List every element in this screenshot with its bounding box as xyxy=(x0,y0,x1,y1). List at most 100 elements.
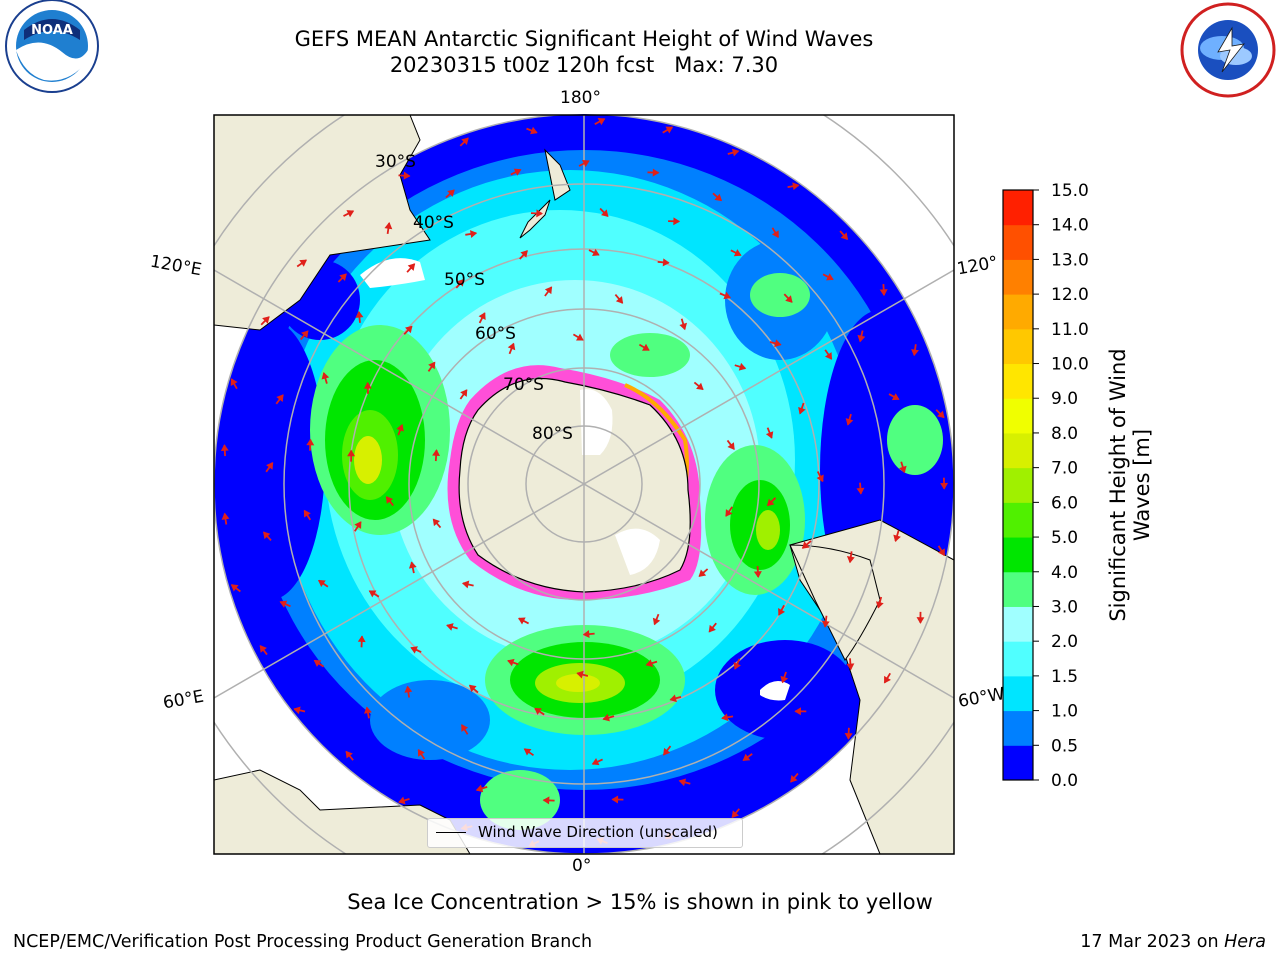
wave-arrow-head xyxy=(884,675,891,684)
wave-arrow-head xyxy=(733,662,741,670)
wave-arrow-head xyxy=(723,291,732,300)
wave-arrow-head xyxy=(824,352,833,360)
wave-arrow-head xyxy=(368,590,377,598)
wave-arrow-head xyxy=(306,438,315,446)
map-legend: Wind Wave Direction (unscaled) xyxy=(427,818,743,848)
colorbar-tick-label: 9.0 xyxy=(1051,389,1078,409)
wave-arrow-head xyxy=(731,810,739,818)
wave-arrow-head xyxy=(346,210,355,218)
wave-arrow-head xyxy=(279,600,288,608)
wave-arrow-head xyxy=(398,796,406,805)
lat-label-50s: 50°S xyxy=(444,270,485,290)
wave-arrow-head xyxy=(857,334,866,343)
wave-arrow-head xyxy=(536,209,543,218)
wave-arrow-head xyxy=(428,361,436,370)
wave-arrow-head xyxy=(478,312,486,320)
wave-arrow-head xyxy=(293,706,301,715)
wave-arrow-head xyxy=(816,474,824,483)
colorbar-tick-label: 15.0 xyxy=(1051,181,1089,201)
wave-arrow-head xyxy=(456,278,465,287)
colorbar-label: Significant Height of Wind Waves [m] xyxy=(1106,348,1154,622)
wave-arrow-head xyxy=(731,148,740,157)
wave-arrow-head xyxy=(733,249,742,257)
colorbar-segment xyxy=(1003,363,1033,399)
wave-arrow-head xyxy=(405,325,413,334)
wave-arrow-head xyxy=(317,579,326,588)
wave-arrow-head xyxy=(937,548,945,557)
wave-arrow-head xyxy=(708,624,716,633)
legend-line-swatch xyxy=(436,832,466,833)
colorbar-tick-label: 0.0 xyxy=(1051,771,1078,791)
wave-arrow-head xyxy=(576,670,584,679)
colorbar-frame xyxy=(1002,189,1034,781)
wave-arrow-head xyxy=(725,509,733,517)
wave-arrow-head xyxy=(794,707,802,716)
wave-arrow-head xyxy=(801,541,810,549)
wave-arrow-head xyxy=(313,659,322,667)
wave-arrow-head xyxy=(592,248,600,256)
nws-logo xyxy=(1180,2,1276,98)
colorbar-segment xyxy=(1003,537,1033,573)
wave-arrow-head xyxy=(460,389,468,397)
wave-arrow-head xyxy=(355,310,364,318)
wave-arrow-head xyxy=(899,465,907,474)
colorbar-segment xyxy=(1003,606,1033,642)
wave-arrow-head xyxy=(303,509,311,518)
wave-arrow-head xyxy=(774,339,782,348)
colorbar-segment xyxy=(1003,259,1033,295)
wave-arrow-head xyxy=(753,571,762,578)
sea-ice-note: Sea Ice Concentration > 15% is shown in … xyxy=(347,890,933,914)
wave-arrow-head xyxy=(432,518,440,527)
wave-arrow-head xyxy=(582,630,590,639)
wave-arrow-head xyxy=(576,333,584,341)
lat-label-70s: 70°S xyxy=(503,375,544,395)
wave-arrow-head xyxy=(792,182,800,191)
wave-arrow-head xyxy=(601,209,609,217)
wave-arrow-head xyxy=(262,316,270,324)
wave-arrow-head xyxy=(785,295,793,303)
wave-arrow-head xyxy=(447,189,455,197)
colorbar-segment xyxy=(1003,641,1033,677)
wave-arrow-head xyxy=(875,601,884,609)
wave-arrow-head xyxy=(266,462,274,470)
colorbar-tick-label: 2.0 xyxy=(1051,632,1078,652)
wave-arrow-head xyxy=(469,230,478,238)
wave-arrow-head xyxy=(461,580,470,589)
wave-arrow-head xyxy=(698,569,707,577)
credit-date: 17 Mar 2023 on xyxy=(1080,932,1225,952)
wave-arrow-head xyxy=(940,482,949,490)
wave-arrow-head xyxy=(396,423,404,432)
colorbar-tick-label: 11.0 xyxy=(1051,320,1089,340)
colorbar: 0.0 0.5 1.0 1.5 2.0 3.0 4.0 5.0 6.0 7.0 8.0 9.0 10.0… xyxy=(1002,181,1089,791)
wave-arrow-head xyxy=(410,646,418,654)
colorbar-tick-label: 6.0 xyxy=(1051,493,1078,513)
wave-arrow-head xyxy=(259,645,267,653)
wave-arrow-head xyxy=(911,349,919,357)
graticule xyxy=(214,115,954,854)
wave-arrow-head xyxy=(403,171,411,180)
colorbar-tick-label: 10.0 xyxy=(1051,355,1089,375)
wave-arrow-head xyxy=(778,608,786,616)
credit-machine: Hera xyxy=(1224,932,1266,952)
colorbar-tick-label: 1.5 xyxy=(1051,667,1078,687)
chart-subtitle: 20230315 t00z 120h fcst Max: 7.30 xyxy=(389,53,779,77)
legend-label: Wind Wave Direction (unscaled) xyxy=(478,823,718,841)
wave-arrow-head xyxy=(602,713,610,722)
wave-arrow-head xyxy=(652,617,661,626)
wave-arrow-head xyxy=(221,512,230,520)
wave-arrow-head xyxy=(765,431,774,439)
wave-arrow-head xyxy=(766,498,775,507)
wave-arrow-head xyxy=(844,732,853,740)
wave-arrow-head xyxy=(840,232,849,241)
colorbar-segment xyxy=(1003,502,1033,538)
wave-arrow-head xyxy=(301,330,309,338)
colorbar-segment xyxy=(1003,571,1033,607)
colorbar-tick-label: 1.0 xyxy=(1051,702,1078,722)
colorbar-segment xyxy=(1003,745,1033,781)
colorbar-tick-label: 0.5 xyxy=(1051,736,1078,756)
wave-arrow-head xyxy=(652,168,660,177)
colorbar-segment xyxy=(1003,294,1033,330)
wave-arrow-head xyxy=(417,748,425,757)
colorbar-tick-label: 4.0 xyxy=(1051,563,1078,583)
